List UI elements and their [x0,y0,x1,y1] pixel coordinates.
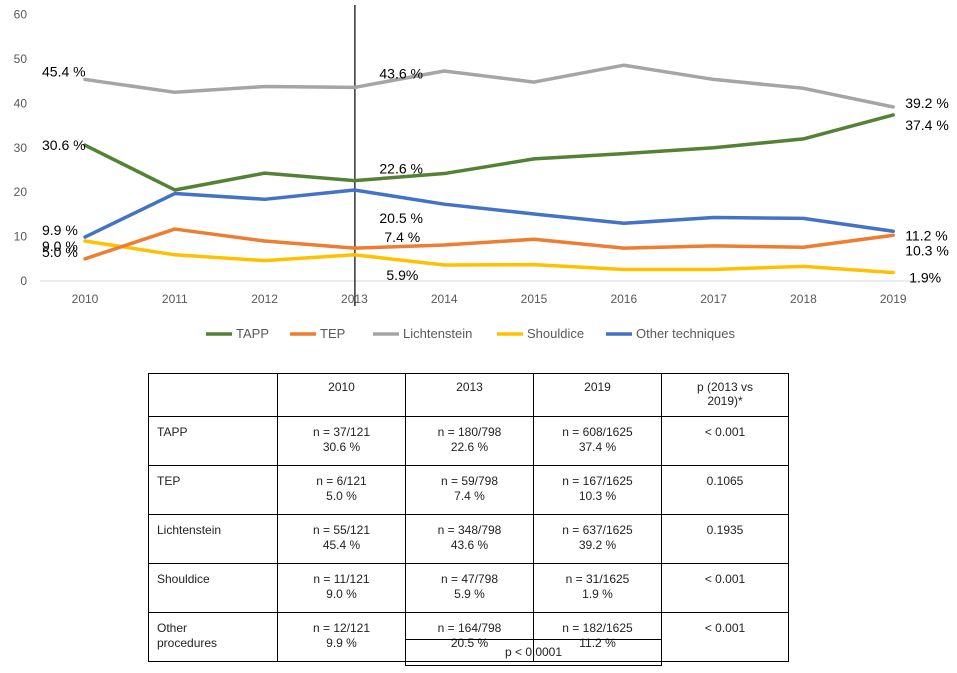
data-label: 5.0 % [42,244,78,260]
series-line-tep [83,227,895,261]
overall-p-value: p < 0.0001 [405,639,662,666]
cell-p-value: 0.1935 [661,514,789,564]
row-label: Shouldice [148,563,278,613]
legend: TAPP TEP Lichtenstein Shouldice Other techni… [206,326,736,341]
cell-p-value: < 0.001 [661,612,789,662]
legend-label-shouldice: Shouldice [527,326,584,341]
y-tick-label: 20 [14,185,28,199]
x-tick-label: 2018 [790,292,817,306]
y-tick-label: 60 [14,8,28,22]
cell-2019: n = 637/1625 39.2 % [533,514,662,564]
x-tick-label: 2019 [880,292,907,306]
row-label: Lichtenstein [148,514,278,564]
x-tick-label: 2011 [162,292,188,306]
cell-2010: n = 6/121 5.0 % [277,465,406,515]
table-row-tep: TEP n = 6/121 5.0 % n = 59/798 7.4 % n = 1… [148,465,789,515]
cell-2019: n = 167/1625 10.3 % [533,465,662,515]
table-header-row: 2010 2013 2019 p (2013 vs 2019)* [148,373,789,417]
y-tick-label: 50 [14,52,28,66]
row-label: TAPP [148,416,278,466]
cell-p-value: < 0.001 [661,416,789,466]
data-label: 11.2 % [905,227,948,243]
data-label: 9.9 % [42,222,78,238]
cell-2013: n = 180/798 22.6 % [405,416,534,466]
x-tick-label: 2010 [72,292,99,306]
header-empty [148,373,278,417]
table-row-lichtenstein: Lichtenstein n = 55/121 45.4 % n = 348/79… [148,514,789,564]
header-p-value: p (2013 vs 2019)* [661,373,789,417]
legend-label-lichtenstein: Lichtenstein [403,326,472,341]
cell-2013: n = 348/798 43.6 % [405,514,534,564]
cell-2019: n = 608/1625 37.4 % [533,416,662,466]
summary-table: 2010 2013 2019 p (2013 vs 2019)* TAPP n … [148,373,789,662]
y-axis-ticks: 0 10 20 30 40 50 60 [14,8,28,288]
cell-2013: n = 59/798 7.4 % [405,465,534,515]
data-label: 22.6 % [379,161,423,177]
x-tick-label: 2015 [521,292,548,306]
cell-2010: n = 37/121 30.6 % [277,416,406,466]
series-lines [83,63,895,275]
series-line-shouldice [83,239,895,275]
row-label: Other procedures [148,612,278,662]
series-line-other-techniques [83,188,895,239]
y-tick-label: 30 [14,141,28,155]
data-label: 43.6 % [379,65,423,81]
data-label: 39.2 % [905,95,949,111]
cell-2019: n = 31/1625 1.9 % [533,563,662,613]
x-tick-label: 2016 [610,292,637,306]
x-axis-ticks: 2010201120122013201420152016201720182019 [72,292,907,306]
data-label: 30.6 % [42,137,86,153]
data-label: 1.9% [909,270,941,286]
cell-2013: n = 47/798 5.9 % [405,563,534,613]
data-label: 37.4 % [905,117,949,133]
data-label: 10.3 % [905,242,949,258]
data-label: 45.4 % [42,63,86,79]
table-row-tapp: TAPP n = 37/121 30.6 % n = 180/798 22.6 % … [148,416,789,466]
table-row-other-procedures: Other procedures n = 12/121 9.9 % n = 164/… [148,612,789,662]
header-2013: 2013 [405,373,534,417]
cell-p-value: 0.1065 [661,465,789,515]
legend-label-tep: TEP [320,326,345,341]
series-line-lichtenstein [83,63,895,109]
data-label: 9.0 % [42,238,78,254]
data-label: 7.4 % [384,229,420,245]
legend-label-tapp: TAPP [236,326,269,341]
y-tick-label: 0 [20,274,27,288]
header-2010: 2010 [277,373,406,417]
data-label: 20.5 % [379,210,423,226]
series-line-tapp [83,113,895,192]
cell-2010: n = 12/121 9.9 % [277,612,406,662]
x-tick-label: 2017 [700,292,727,306]
y-tick-label: 10 [14,230,28,244]
x-tick-label: 2014 [431,292,458,306]
row-label: TEP [148,465,278,515]
data-label: 5.9% [386,267,418,283]
cell-2013: n = 164/798 20.5 % [405,612,534,662]
legend-label-other-techniques: Other techniques [636,326,736,341]
y-tick-label: 40 [14,96,28,110]
cell-p-value: < 0.001 [661,563,789,613]
cell-2010: n = 11/121 9.0 % [277,563,406,613]
x-tick-label: 2012 [251,292,278,306]
cell-2010: n = 55/121 45.4 % [277,514,406,564]
header-2019: 2019 [533,373,662,417]
table-row-shouldice: Shouldice n = 11/121 9.0 % n = 47/798 5.9 … [148,563,789,613]
data-labels: 45.4 % 43.6 % 39.2 % 30.6 % 22.6 % 37.4 % 9.9 … [42,63,949,285]
